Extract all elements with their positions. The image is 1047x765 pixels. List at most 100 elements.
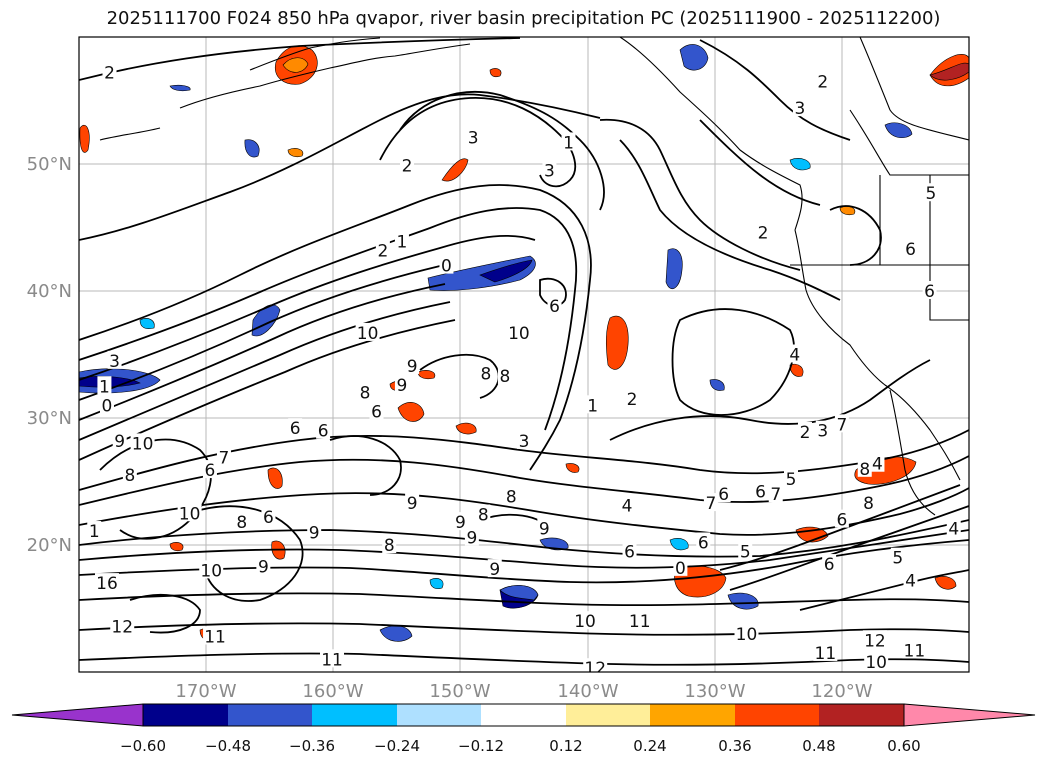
contour-label: 5 bbox=[892, 549, 903, 569]
lon-axis: 170°W 160°W 150°W 140°W 130°W 120°W bbox=[175, 681, 872, 702]
contour-label-bg bbox=[307, 522, 322, 541]
contour-label: 1 bbox=[397, 232, 408, 252]
map-background bbox=[79, 37, 969, 672]
contour-label: 6 bbox=[718, 485, 729, 505]
contour-label-bg bbox=[573, 611, 598, 630]
contour-label-bg bbox=[87, 521, 102, 540]
colorbar-segment bbox=[312, 704, 397, 726]
contour-label-bg bbox=[97, 376, 112, 395]
contour-label-bg bbox=[355, 322, 380, 341]
contour-label: 2 bbox=[800, 423, 811, 443]
contour-label-bg bbox=[862, 630, 887, 649]
contour-label-bg bbox=[583, 658, 608, 672]
contour-label: 10 bbox=[508, 324, 530, 344]
colorbar-segment bbox=[228, 704, 312, 726]
contour-label: 9 bbox=[455, 513, 466, 533]
contour-label: 3 bbox=[794, 99, 805, 119]
contour-label: 4 bbox=[872, 455, 883, 475]
contour-label-bg bbox=[797, 421, 812, 440]
contour-label-bg bbox=[716, 484, 731, 503]
contour-label-bg bbox=[738, 541, 753, 560]
contour-label: 9 bbox=[309, 523, 320, 543]
contour-label: 8 bbox=[500, 367, 511, 387]
contour-label: 3 bbox=[468, 128, 479, 148]
contour-label: 0 bbox=[675, 559, 686, 579]
contour-label-bg bbox=[288, 418, 303, 437]
contour-label: 2 bbox=[377, 241, 388, 261]
contour-label: 2 bbox=[104, 64, 115, 84]
lat-axis: 20°N 30°N 40°N 50°N bbox=[27, 154, 72, 556]
contour-label: 11 bbox=[904, 641, 926, 661]
contour-label: 9 bbox=[539, 519, 550, 539]
lon-tick-label: 170°W bbox=[175, 681, 236, 702]
contour-label: 6 bbox=[755, 483, 766, 503]
contour-label-bg bbox=[405, 493, 420, 512]
contour-label: 6 bbox=[924, 282, 935, 302]
contour-label: 8 bbox=[859, 460, 870, 480]
contour-label-bg bbox=[110, 616, 135, 635]
contour-label-bg bbox=[112, 430, 127, 449]
contour-label-bg bbox=[861, 493, 876, 512]
contour-label: 8 bbox=[478, 506, 489, 526]
contour-label-bg bbox=[815, 420, 830, 439]
contour-label: 1 bbox=[563, 133, 574, 153]
contour-label: 7 bbox=[770, 485, 781, 505]
contour-label: 9 bbox=[258, 558, 269, 578]
contour-label: 11 bbox=[629, 612, 651, 632]
contour-label-bg bbox=[102, 62, 117, 81]
colorbar-segment bbox=[650, 704, 735, 726]
colorbar-segment bbox=[735, 704, 819, 726]
contour-label-bg bbox=[203, 626, 228, 645]
contour-label: 6 bbox=[824, 555, 835, 575]
contour-label-bg bbox=[216, 447, 231, 466]
contour-label-bg bbox=[320, 649, 345, 668]
contour-label: 6 bbox=[290, 419, 301, 439]
contour-label: 1 bbox=[587, 396, 598, 416]
contour-label-bg bbox=[476, 504, 491, 523]
contour-label: 11 bbox=[321, 650, 343, 670]
contour-label-bg bbox=[890, 547, 905, 566]
contour-label: 11 bbox=[815, 644, 837, 664]
contour-label-bg bbox=[784, 468, 798, 487]
contour-label: 3 bbox=[817, 422, 828, 442]
contour-label-bg bbox=[400, 155, 415, 174]
colorbar-segment bbox=[143, 704, 228, 726]
contour-label: 6 bbox=[318, 422, 329, 442]
contour-label: 3 bbox=[109, 352, 120, 372]
contour-label-bg bbox=[834, 509, 849, 528]
contour-label: 4 bbox=[905, 572, 916, 592]
contour-label: 9 bbox=[114, 432, 125, 452]
lon-tick-label: 150°W bbox=[429, 681, 490, 702]
contour-label: 6 bbox=[263, 508, 274, 528]
contour-label-bg bbox=[358, 382, 373, 401]
contour-label-bg bbox=[394, 231, 409, 250]
contour-label-bg bbox=[466, 127, 481, 146]
contour-label-bg bbox=[405, 355, 420, 374]
contour-label-bg bbox=[734, 623, 759, 642]
colorbar-tick-label: 0.36 bbox=[718, 737, 751, 755]
contour-label: 4 bbox=[789, 346, 800, 366]
contour-label: 3 bbox=[544, 161, 555, 181]
contour-label: 6 bbox=[836, 511, 847, 531]
colorbar-extend-high bbox=[903, 703, 1036, 727]
lat-tick-label: 20°N bbox=[27, 535, 72, 556]
contour-label-bg bbox=[261, 507, 276, 526]
contour-label-bg bbox=[497, 366, 512, 385]
colorbar-tick-label: −0.48 bbox=[205, 737, 251, 755]
contour-label: 7 bbox=[836, 415, 847, 435]
contour-label-bg bbox=[130, 433, 155, 452]
contour-label: 0 bbox=[441, 257, 452, 277]
contour-label-bg bbox=[506, 322, 531, 341]
contour-label-bg bbox=[834, 414, 849, 433]
contour-label-bg bbox=[792, 98, 807, 117]
contour-label-bg bbox=[94, 573, 119, 592]
contour-label: 1 bbox=[99, 377, 110, 397]
contour-label: 12 bbox=[584, 659, 606, 679]
colorbar-tick-label: 0.48 bbox=[802, 737, 835, 755]
contour-label: 12 bbox=[111, 617, 133, 637]
contour-label-bg bbox=[439, 255, 454, 274]
contour-label-bg bbox=[585, 395, 600, 414]
contour-label: 5 bbox=[925, 184, 936, 204]
contour-label-bg bbox=[946, 518, 961, 537]
contour-label-bg bbox=[753, 481, 768, 500]
